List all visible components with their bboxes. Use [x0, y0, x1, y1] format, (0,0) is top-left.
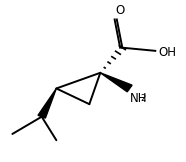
Text: O: O — [116, 4, 125, 17]
Polygon shape — [38, 88, 56, 118]
Text: 2: 2 — [141, 94, 146, 103]
Polygon shape — [100, 73, 132, 92]
Text: NH: NH — [130, 92, 147, 105]
Text: OH: OH — [159, 46, 177, 59]
